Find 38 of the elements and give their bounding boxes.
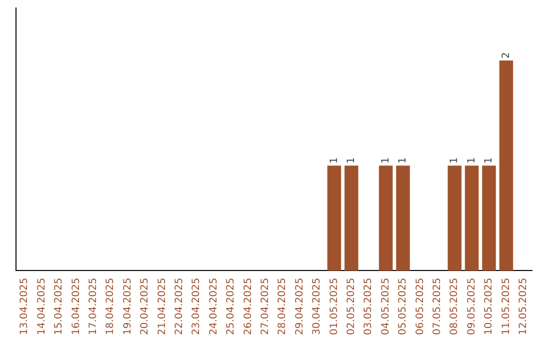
x-tick-label: 03.05.2025 bbox=[363, 278, 374, 336]
data-label: 1 bbox=[346, 157, 357, 164]
x-tick-label: 26.04.2025 bbox=[242, 278, 254, 336]
x-tick-label: 22.04.2025 bbox=[174, 278, 185, 336]
x-tick-label: 09.05.2025 bbox=[466, 278, 478, 336]
x-tick-label: 11.05.2025 bbox=[500, 278, 512, 336]
x-tick-label: 13.04.2025 bbox=[19, 278, 30, 336]
data-label: 1 bbox=[449, 157, 460, 164]
x-tick-label: 30.04.2025 bbox=[312, 278, 323, 336]
x-tick-label: 28.04.2025 bbox=[277, 278, 288, 336]
x-tick-label: 24.04.2025 bbox=[208, 278, 220, 336]
data-label: 1 bbox=[466, 157, 478, 164]
x-tick-label: 10.05.2025 bbox=[484, 278, 495, 336]
data-label: 1 bbox=[380, 157, 392, 164]
x-tick-label: 08.05.2025 bbox=[449, 278, 460, 336]
data-label: 1 bbox=[328, 157, 340, 164]
x-tick-label: 15.04.2025 bbox=[54, 278, 65, 336]
x-tick-label: 19.04.2025 bbox=[122, 278, 134, 336]
data-label: 2 bbox=[500, 52, 512, 59]
x-tick-label: 01.05.2025 bbox=[328, 278, 340, 336]
x-tick-label: 23.04.2025 bbox=[191, 278, 202, 336]
x-tick-label: 25.04.2025 bbox=[226, 278, 237, 336]
x-tick-label: 17.04.2025 bbox=[88, 278, 99, 336]
x-tick-label: 21.04.2025 bbox=[156, 278, 168, 336]
x-tick-label: 29.04.2025 bbox=[294, 278, 306, 336]
x-tick-label: 07.05.2025 bbox=[432, 278, 443, 336]
x-tick-label: 27.04.2025 bbox=[260, 278, 271, 336]
x-tick-label: 14.04.2025 bbox=[36, 278, 48, 336]
x-tick-label: 04.05.2025 bbox=[380, 278, 392, 336]
x-tick-label: 18.04.2025 bbox=[105, 278, 116, 336]
x-tick-label: 20.04.2025 bbox=[140, 278, 151, 336]
x-tick-label: 06.05.2025 bbox=[414, 278, 426, 336]
x-tick-label: 12.05.2025 bbox=[518, 278, 529, 336]
data-label: 1 bbox=[398, 157, 409, 164]
data-label: 1 bbox=[484, 157, 495, 164]
x-tick-label: 02.05.2025 bbox=[346, 278, 357, 336]
x-tick-label: 05.05.2025 bbox=[398, 278, 409, 336]
x-tick-label: 16.04.2025 bbox=[70, 278, 82, 336]
